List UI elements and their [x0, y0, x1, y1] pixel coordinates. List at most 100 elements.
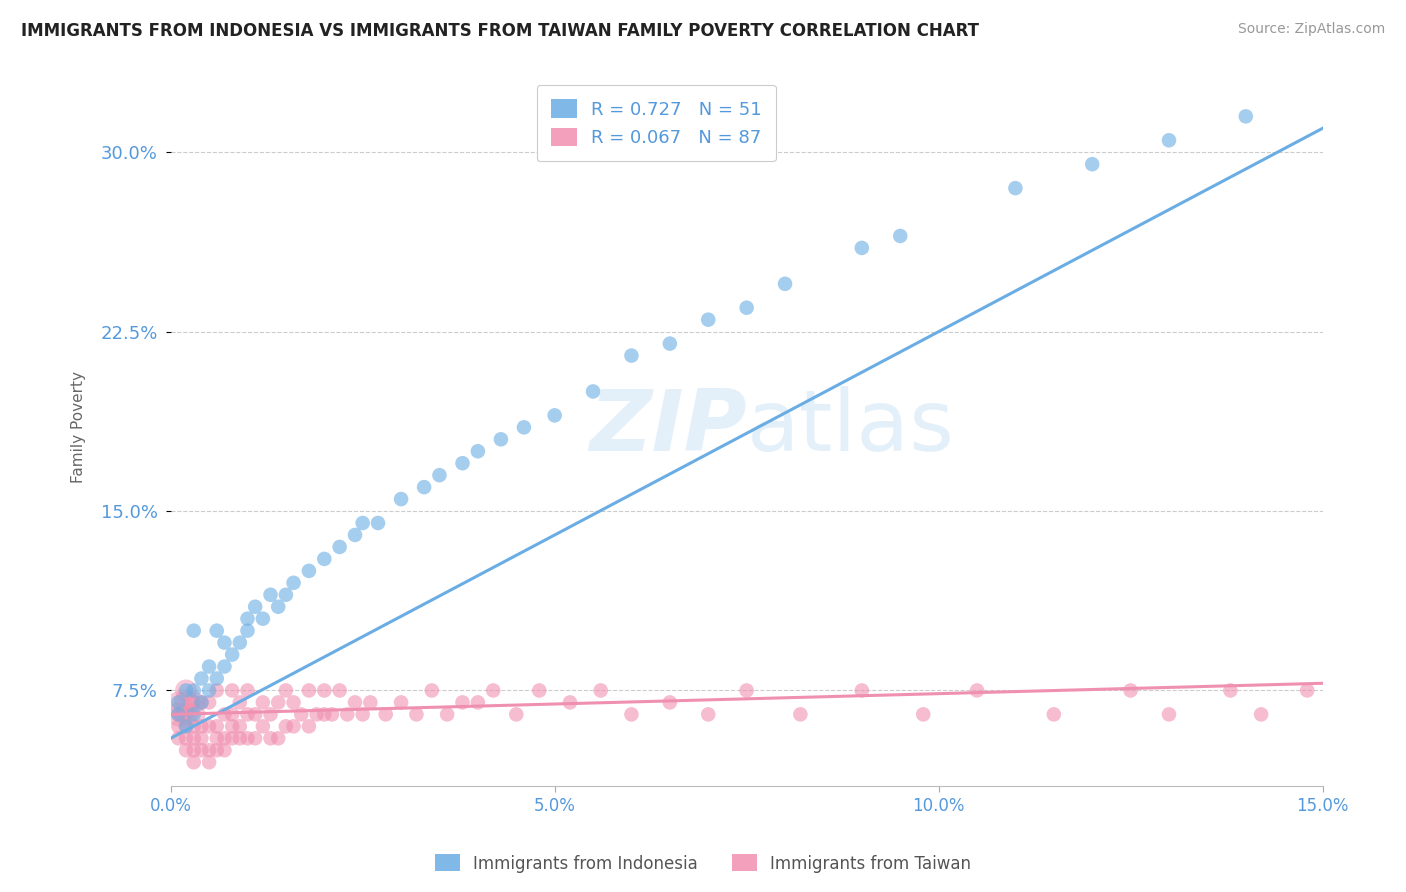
Point	[389, 695, 412, 709]
Point	[283, 695, 305, 709]
Point	[1296, 683, 1319, 698]
Point	[658, 695, 681, 709]
Point	[190, 719, 212, 733]
Point	[451, 695, 474, 709]
Point	[413, 480, 436, 494]
Point	[174, 683, 197, 698]
Point	[1157, 133, 1180, 147]
Point	[1234, 109, 1257, 123]
Point	[183, 695, 205, 709]
Point	[174, 719, 197, 733]
Point	[1043, 707, 1066, 722]
Point	[1004, 181, 1026, 195]
Point	[236, 624, 259, 638]
Point	[214, 743, 236, 757]
Point	[367, 516, 389, 530]
Point	[912, 707, 935, 722]
Point	[236, 683, 259, 698]
Point	[205, 719, 228, 733]
Point	[274, 719, 297, 733]
Point	[851, 683, 873, 698]
Point	[174, 743, 197, 757]
Point	[221, 719, 243, 733]
Point	[198, 659, 221, 673]
Point	[198, 683, 221, 698]
Point	[190, 672, 212, 686]
Point	[167, 707, 190, 722]
Point	[290, 707, 312, 722]
Point	[167, 731, 190, 746]
Text: atlas: atlas	[747, 386, 955, 469]
Point	[529, 683, 551, 698]
Point	[620, 707, 643, 722]
Point	[1219, 683, 1241, 698]
Legend: Immigrants from Indonesia, Immigrants from Taiwan: Immigrants from Indonesia, Immigrants fr…	[429, 847, 977, 880]
Point	[589, 683, 612, 698]
Point	[183, 683, 205, 698]
Point	[183, 707, 205, 722]
Point	[167, 695, 190, 709]
Point	[259, 731, 281, 746]
Point	[252, 719, 274, 733]
Point	[889, 229, 911, 244]
Point	[405, 707, 427, 722]
Point	[252, 612, 274, 626]
Point	[243, 707, 266, 722]
Point	[658, 336, 681, 351]
Point	[198, 695, 221, 709]
Point	[343, 695, 366, 709]
Point	[543, 409, 565, 423]
Point	[352, 516, 374, 530]
Point	[167, 695, 190, 709]
Point	[582, 384, 605, 399]
Point	[352, 707, 374, 722]
Point	[243, 599, 266, 614]
Point	[214, 635, 236, 649]
Point	[274, 588, 297, 602]
Point	[183, 719, 205, 733]
Point	[513, 420, 536, 434]
Point	[374, 707, 396, 722]
Point	[183, 624, 205, 638]
Point	[267, 695, 290, 709]
Point	[298, 719, 321, 733]
Point	[174, 731, 197, 746]
Point	[429, 468, 451, 483]
Point	[183, 695, 205, 709]
Point	[283, 719, 305, 733]
Point	[274, 683, 297, 698]
Point	[267, 731, 290, 746]
Point	[329, 683, 352, 698]
Point	[482, 683, 505, 698]
Point	[283, 575, 305, 590]
Point	[451, 456, 474, 470]
Point	[221, 683, 243, 698]
Point	[243, 731, 266, 746]
Point	[697, 312, 720, 326]
Point	[190, 731, 212, 746]
Point	[198, 756, 221, 770]
Point	[229, 695, 252, 709]
Point	[198, 719, 221, 733]
Point	[205, 672, 228, 686]
Point	[221, 707, 243, 722]
Point	[236, 731, 259, 746]
Point	[697, 707, 720, 722]
Point	[1081, 157, 1104, 171]
Point	[735, 683, 758, 698]
Point	[167, 719, 190, 733]
Point	[336, 707, 359, 722]
Text: ZIP: ZIP	[589, 386, 747, 469]
Point	[259, 707, 281, 722]
Point	[329, 540, 352, 554]
Point	[505, 707, 527, 722]
Point	[1119, 683, 1142, 698]
Point	[190, 743, 212, 757]
Point	[183, 707, 205, 722]
Point	[620, 349, 643, 363]
Point	[205, 624, 228, 638]
Point	[229, 719, 252, 733]
Point	[789, 707, 811, 722]
Point	[190, 695, 212, 709]
Point	[205, 683, 228, 698]
